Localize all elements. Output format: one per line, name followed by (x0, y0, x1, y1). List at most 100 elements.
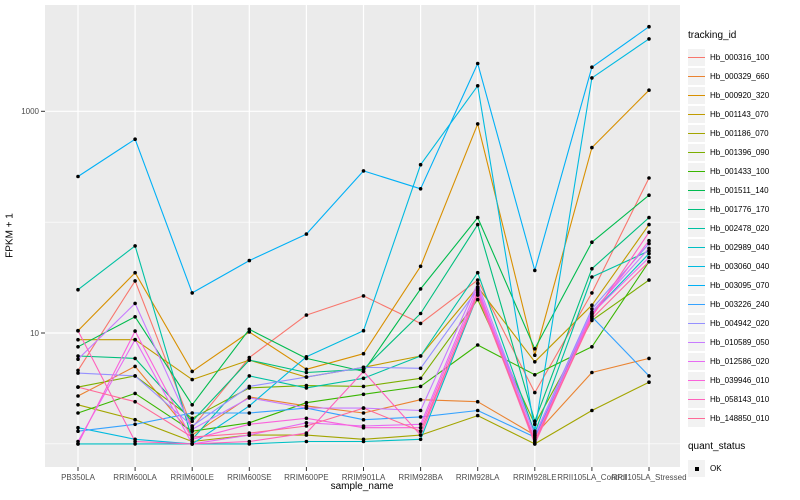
legend-item: Hb_002478_020 (688, 219, 800, 238)
data-point (418, 433, 423, 437)
data-point (304, 416, 309, 421)
data-point (304, 406, 309, 410)
data-point (533, 433, 537, 437)
data-point (418, 287, 423, 291)
data-point (361, 294, 366, 298)
data-point (76, 371, 80, 375)
data-point (76, 354, 80, 358)
data-point (247, 355, 252, 360)
legend-key (688, 125, 705, 142)
legend-item: Hb_004942_020 (688, 314, 800, 333)
data-point (533, 429, 537, 434)
legend-line-icon (688, 227, 705, 230)
legend-item: Hb_010589_050 (688, 333, 800, 352)
legend-line-icon (688, 189, 705, 192)
legend-item-label: Hb_148850_010 (710, 414, 770, 423)
data-point (361, 369, 366, 374)
data-point (533, 390, 537, 395)
data-point (647, 88, 651, 92)
data-point (133, 364, 137, 369)
legend-line-icon (688, 56, 705, 59)
data-point (590, 307, 594, 311)
plot-panel (45, 5, 680, 467)
data-point (76, 442, 80, 446)
legend-line-icon (688, 132, 705, 135)
legend-quant-status-section: quant_status OK (688, 441, 800, 478)
data-point (647, 37, 651, 41)
x-tick-label: RRIM928LE (513, 473, 557, 482)
legend-item-label: Hb_004942_020 (710, 319, 770, 328)
data-point (133, 337, 137, 342)
data-point (133, 391, 137, 396)
data-point (190, 419, 194, 424)
data-point (76, 425, 80, 430)
data-point (247, 327, 252, 332)
data-point (190, 427, 194, 432)
data-point (647, 356, 651, 361)
data-point (475, 413, 480, 418)
x-tick-label: RRIM600LE (170, 473, 214, 482)
legend-item: Hb_000316_100 (688, 48, 800, 67)
data-point (590, 316, 594, 321)
data-point (76, 403, 80, 407)
data-point (247, 374, 252, 378)
data-point (590, 240, 594, 244)
data-point (247, 431, 252, 435)
legend-item-label: Hb_039946_010 (710, 376, 770, 385)
data-point (647, 255, 651, 260)
legend-item: Hb_148850_010 (688, 409, 800, 428)
x-tick-label: RRII105LA_Control (557, 473, 627, 482)
data-point (133, 315, 137, 319)
data-point (304, 421, 309, 425)
legend-line-icon (688, 113, 705, 116)
legend-key (688, 163, 705, 180)
legend-item-label: Hb_003060_040 (710, 262, 770, 271)
data-point (247, 330, 252, 334)
legend-key (688, 182, 705, 199)
data-point (361, 328, 366, 333)
data-point (133, 137, 137, 141)
data-point (190, 416, 194, 421)
legend-item: Hb_001776_170 (688, 200, 800, 219)
data-point (304, 232, 309, 236)
data-point (247, 358, 252, 362)
x-tick-label: RRIM600LA (113, 473, 157, 482)
data-point (133, 356, 137, 361)
legend-line-icon (688, 379, 705, 382)
data-point (190, 435, 194, 439)
legend-item-label: Hb_001511_140 (710, 186, 769, 195)
data-point (647, 24, 651, 29)
x-tick-label: RRIM928LA (456, 473, 500, 482)
legend-item: Hb_000920_320 (688, 86, 800, 105)
data-point (475, 270, 480, 275)
data-point (247, 258, 252, 263)
legend-key (688, 277, 705, 294)
legend-item-label: Hb_000329_660 (710, 72, 770, 81)
data-point (361, 392, 366, 397)
data-point (190, 403, 194, 407)
data-point (475, 122, 480, 126)
legend-key (688, 296, 705, 313)
data-point (647, 251, 651, 256)
data-point (76, 287, 80, 292)
data-point (590, 65, 594, 69)
y-tick-label: 1000 (21, 107, 39, 116)
data-point (247, 384, 252, 389)
legend-key (688, 239, 705, 256)
legend-item: Hb_039946_010 (688, 371, 800, 390)
data-point (361, 365, 366, 370)
data-point (475, 343, 480, 347)
data-point (475, 215, 480, 220)
data-point (133, 244, 137, 248)
legend-item: Hb_000329_660 (688, 67, 800, 86)
legend-line-icon (688, 151, 705, 154)
data-point (647, 259, 651, 264)
data-point (304, 367, 309, 372)
x-tick-label: PB350LA (61, 473, 95, 482)
legend-item: Hb_001143_070 (688, 105, 800, 124)
legend-item: Hb_012586_020 (688, 352, 800, 371)
data-point (647, 222, 651, 227)
data-point (361, 439, 366, 444)
data-point (418, 408, 423, 413)
data-point (76, 337, 80, 342)
